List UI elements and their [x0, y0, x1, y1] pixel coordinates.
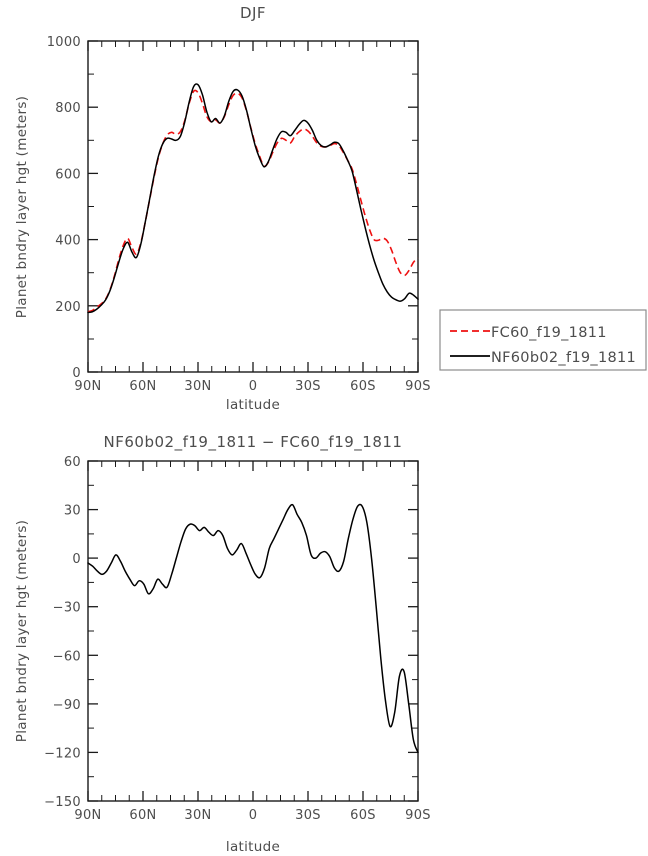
upper-xtick-5: 60S [350, 379, 376, 394]
lower-xtick-2: 30N [184, 808, 211, 823]
legend: FC60_f19_1811 NF60b02_f19_1811 [439, 309, 647, 371]
lower-ytick-1: 30 [64, 504, 81, 519]
lower-xtick-4: 30S [295, 808, 321, 823]
lower-chart-title: NF60b02_f19_1811 − FC60_f19_1811 [104, 433, 403, 452]
lower-x-ticks [87, 461, 419, 801]
lower-xtick-3: 0 [249, 808, 258, 823]
upper-x-ticks [87, 41, 419, 372]
upper-xtick-1: 60N [129, 379, 156, 394]
upper-xtick-2: 30N [184, 379, 211, 394]
lower-xtick-5: 60S [350, 808, 376, 823]
lower-y-ticks [88, 460, 418, 802]
upper-xtick-3: 0 [249, 379, 258, 394]
lower-xtick-1: 60N [129, 808, 156, 823]
upper-xtick-4: 30S [295, 379, 321, 394]
upper-series-nf60b02-line [87, 83, 419, 314]
legend-label-nf60b02: NF60b02_f19_1811 [491, 350, 636, 366]
upper-plot-frame [87, 40, 419, 373]
lower-ytick-7: −150 [44, 795, 81, 810]
upper-chart: DJF Planet bndry layer hgt (meters) lati… [14, 4, 431, 413]
lower-ytick-3: −30 [53, 601, 81, 616]
upper-x-axis-label: latitude [226, 397, 280, 413]
lower-ytick-4: −60 [53, 649, 81, 664]
upper-series-fc60-line [87, 89, 419, 313]
upper-ytick-0: 0 [72, 366, 81, 381]
upper-y-ticks [88, 40, 418, 373]
upper-ytick-3: 600 [55, 167, 81, 182]
upper-ytick-4: 800 [55, 101, 81, 116]
upper-xtick-6: 90S [405, 379, 431, 394]
upper-chart-title: DJF [240, 4, 266, 22]
lower-xtick-6: 90S [405, 808, 431, 823]
upper-xtick-0: 90N [74, 379, 101, 394]
lower-y-axis-label: Planet bndry layer hgt (meters) [14, 520, 30, 742]
legend-box [439, 309, 647, 371]
upper-y-axis-label: Planet bndry layer hgt (meters) [14, 96, 30, 318]
upper-ytick-1: 200 [55, 300, 81, 315]
lower-chart: NF60b02_f19_1811 − FC60_f19_1811 Planet … [14, 433, 431, 855]
lower-x-axis-label: latitude [226, 839, 280, 855]
lower-ytick-6: −120 [44, 746, 81, 761]
lower-xtick-0: 90N [74, 808, 101, 823]
lower-ytick-2: 0 [72, 552, 81, 567]
upper-ytick-2: 400 [55, 234, 81, 249]
lower-plot-frame [87, 460, 419, 802]
lower-ytick-5: −90 [53, 698, 81, 713]
legend-label-fc60: FC60_f19_1811 [491, 325, 607, 341]
upper-ytick-5: 1000 [47, 35, 81, 50]
lower-ytick-0: 60 [64, 455, 81, 470]
lower-series-diff-line [87, 503, 419, 754]
